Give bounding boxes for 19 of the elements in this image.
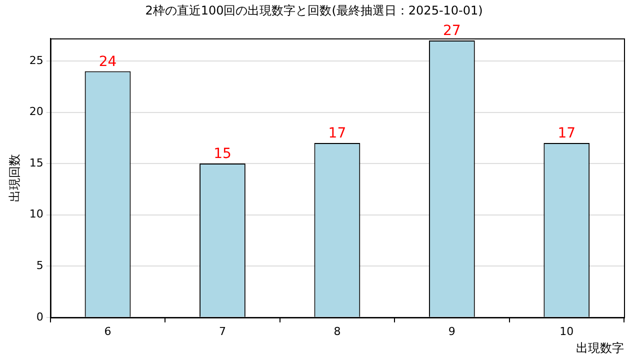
y-tick-label: 10 [29,208,44,221]
y-tick-label: 5 [36,258,44,272]
x-axis-title: 出現数字 [576,340,624,355]
x-tick-label: 10 [560,324,574,338]
data-label: 27 [443,23,461,40]
chart-title: 2枠の直近100回の出現数字と回数(最終抽選日：2025-10-01) [145,3,483,18]
x-tick-label: 7 [218,324,226,338]
x-tick-label: 6 [104,324,112,338]
y-tick-label: 25 [29,54,44,67]
y-tick-label: 15 [29,156,44,170]
y-axis-title: 出現回数 [7,154,22,202]
x-tick-label: 9 [448,324,456,338]
data-label: 15 [214,146,232,162]
x-tick-label: 8 [334,324,341,338]
y-tick-label: 0 [36,310,44,324]
y-tick-label: 20 [29,105,44,118]
data-label: 17 [558,126,576,142]
data-label: 17 [328,126,346,142]
data-label: 24 [98,54,117,70]
